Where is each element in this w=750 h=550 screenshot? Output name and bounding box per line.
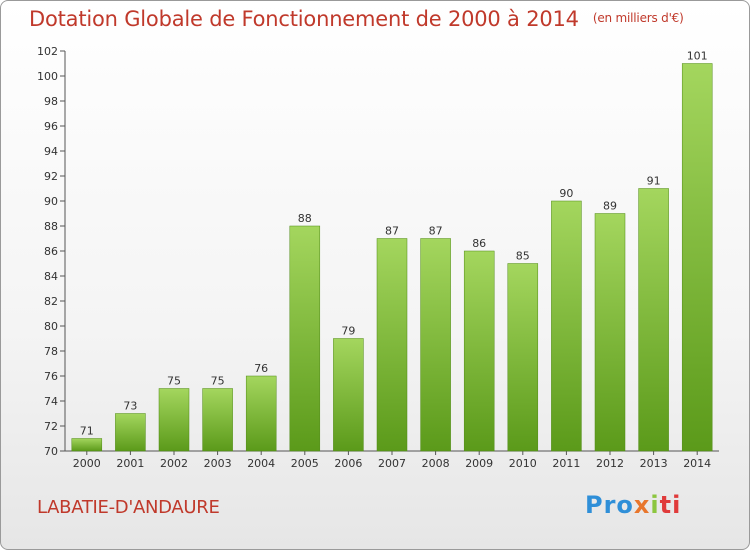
bar xyxy=(115,413,146,452)
y-tick-label: 80 xyxy=(44,320,58,333)
y-tick-label: 82 xyxy=(44,295,58,308)
bar xyxy=(376,238,408,452)
value-label: 75 xyxy=(167,375,181,388)
value-label: 85 xyxy=(516,250,530,263)
value-label: 87 xyxy=(385,225,399,238)
bar xyxy=(333,338,364,452)
x-tick-label: 2012 xyxy=(596,457,624,470)
value-label: 73 xyxy=(123,400,137,413)
logo-letters-2: x xyxy=(633,491,651,519)
y-tick-label: 72 xyxy=(44,420,58,433)
bar xyxy=(594,213,626,452)
value-label: 76 xyxy=(254,362,268,375)
value-label: 75 xyxy=(211,375,225,388)
y-tick-label: 76 xyxy=(44,370,58,383)
y-tick-label: 90 xyxy=(44,195,58,208)
bar xyxy=(71,438,103,452)
bar xyxy=(681,63,713,452)
y-tick-label: 100 xyxy=(37,70,58,83)
x-tick-label: 2009 xyxy=(465,457,493,470)
x-tick-label: 2003 xyxy=(204,457,232,470)
unit-label: (en milliers d'€) xyxy=(592,11,684,25)
proxiti-logo[interactable]: Proxiti xyxy=(585,491,681,519)
y-tick-label: 84 xyxy=(44,270,58,283)
y-tick-label: 98 xyxy=(44,95,58,108)
value-label: 90 xyxy=(559,187,573,200)
y-tick-label: 102 xyxy=(37,45,58,58)
labels: 70 72 74 76 78 80 82 84 86 88 90 92 94 96 98 100 102 71 20… xyxy=(37,45,711,470)
value-label: 86 xyxy=(472,237,486,250)
y-tick-label: 74 xyxy=(44,395,58,408)
x-tick-label: 2002 xyxy=(160,457,188,470)
bar xyxy=(463,250,495,452)
bar xyxy=(507,263,539,452)
commune-name: LABATIE-D'ANDAURE xyxy=(37,497,220,518)
y-tick-label: 94 xyxy=(44,145,58,158)
y-tick-label: 70 xyxy=(44,445,58,458)
bar xyxy=(245,375,277,452)
value-label: 79 xyxy=(341,325,355,338)
x-tick-label: 2001 xyxy=(116,457,144,470)
x-tick-label: 2000 xyxy=(73,457,101,470)
value-label: 71 xyxy=(80,425,94,438)
bar xyxy=(289,225,321,452)
title-text: Dotation Globale de Fonctionnement de 20… xyxy=(29,7,579,31)
y-tick-label: 96 xyxy=(44,120,58,133)
bar xyxy=(551,200,582,452)
y-tick-label: 92 xyxy=(44,170,58,183)
x-tick-label: 2004 xyxy=(247,457,275,470)
x-tick-label: 2006 xyxy=(334,457,362,470)
y-tick-label: 78 xyxy=(44,345,58,358)
value-label: 91 xyxy=(647,175,661,188)
x-tick-label: 2014 xyxy=(683,457,711,470)
x-tick-label: 2008 xyxy=(422,457,450,470)
x-tick-label: 2011 xyxy=(552,457,580,470)
bar xyxy=(158,388,190,452)
bars xyxy=(71,63,713,452)
x-tick-label: 2007 xyxy=(378,457,406,470)
value-label: 88 xyxy=(298,212,312,225)
chart-title: Dotation Globale de Fonctionnement de 20… xyxy=(29,7,684,31)
bar xyxy=(638,188,669,452)
y-tick-label: 88 xyxy=(44,220,58,233)
value-label: 89 xyxy=(603,200,617,213)
value-label: 87 xyxy=(429,225,443,238)
y-tick-label: 86 xyxy=(44,245,58,258)
x-tick-label: 2005 xyxy=(291,457,319,470)
value-label: 101 xyxy=(687,50,708,63)
bar xyxy=(202,388,233,452)
logo-letters-3: i xyxy=(650,491,660,519)
x-tick-label: 2013 xyxy=(640,457,668,470)
bar xyxy=(420,238,451,452)
logo-letters-1: Pro xyxy=(585,491,634,519)
x-tick-label: 2010 xyxy=(509,457,537,470)
logo-letters-4: ti xyxy=(659,491,682,519)
